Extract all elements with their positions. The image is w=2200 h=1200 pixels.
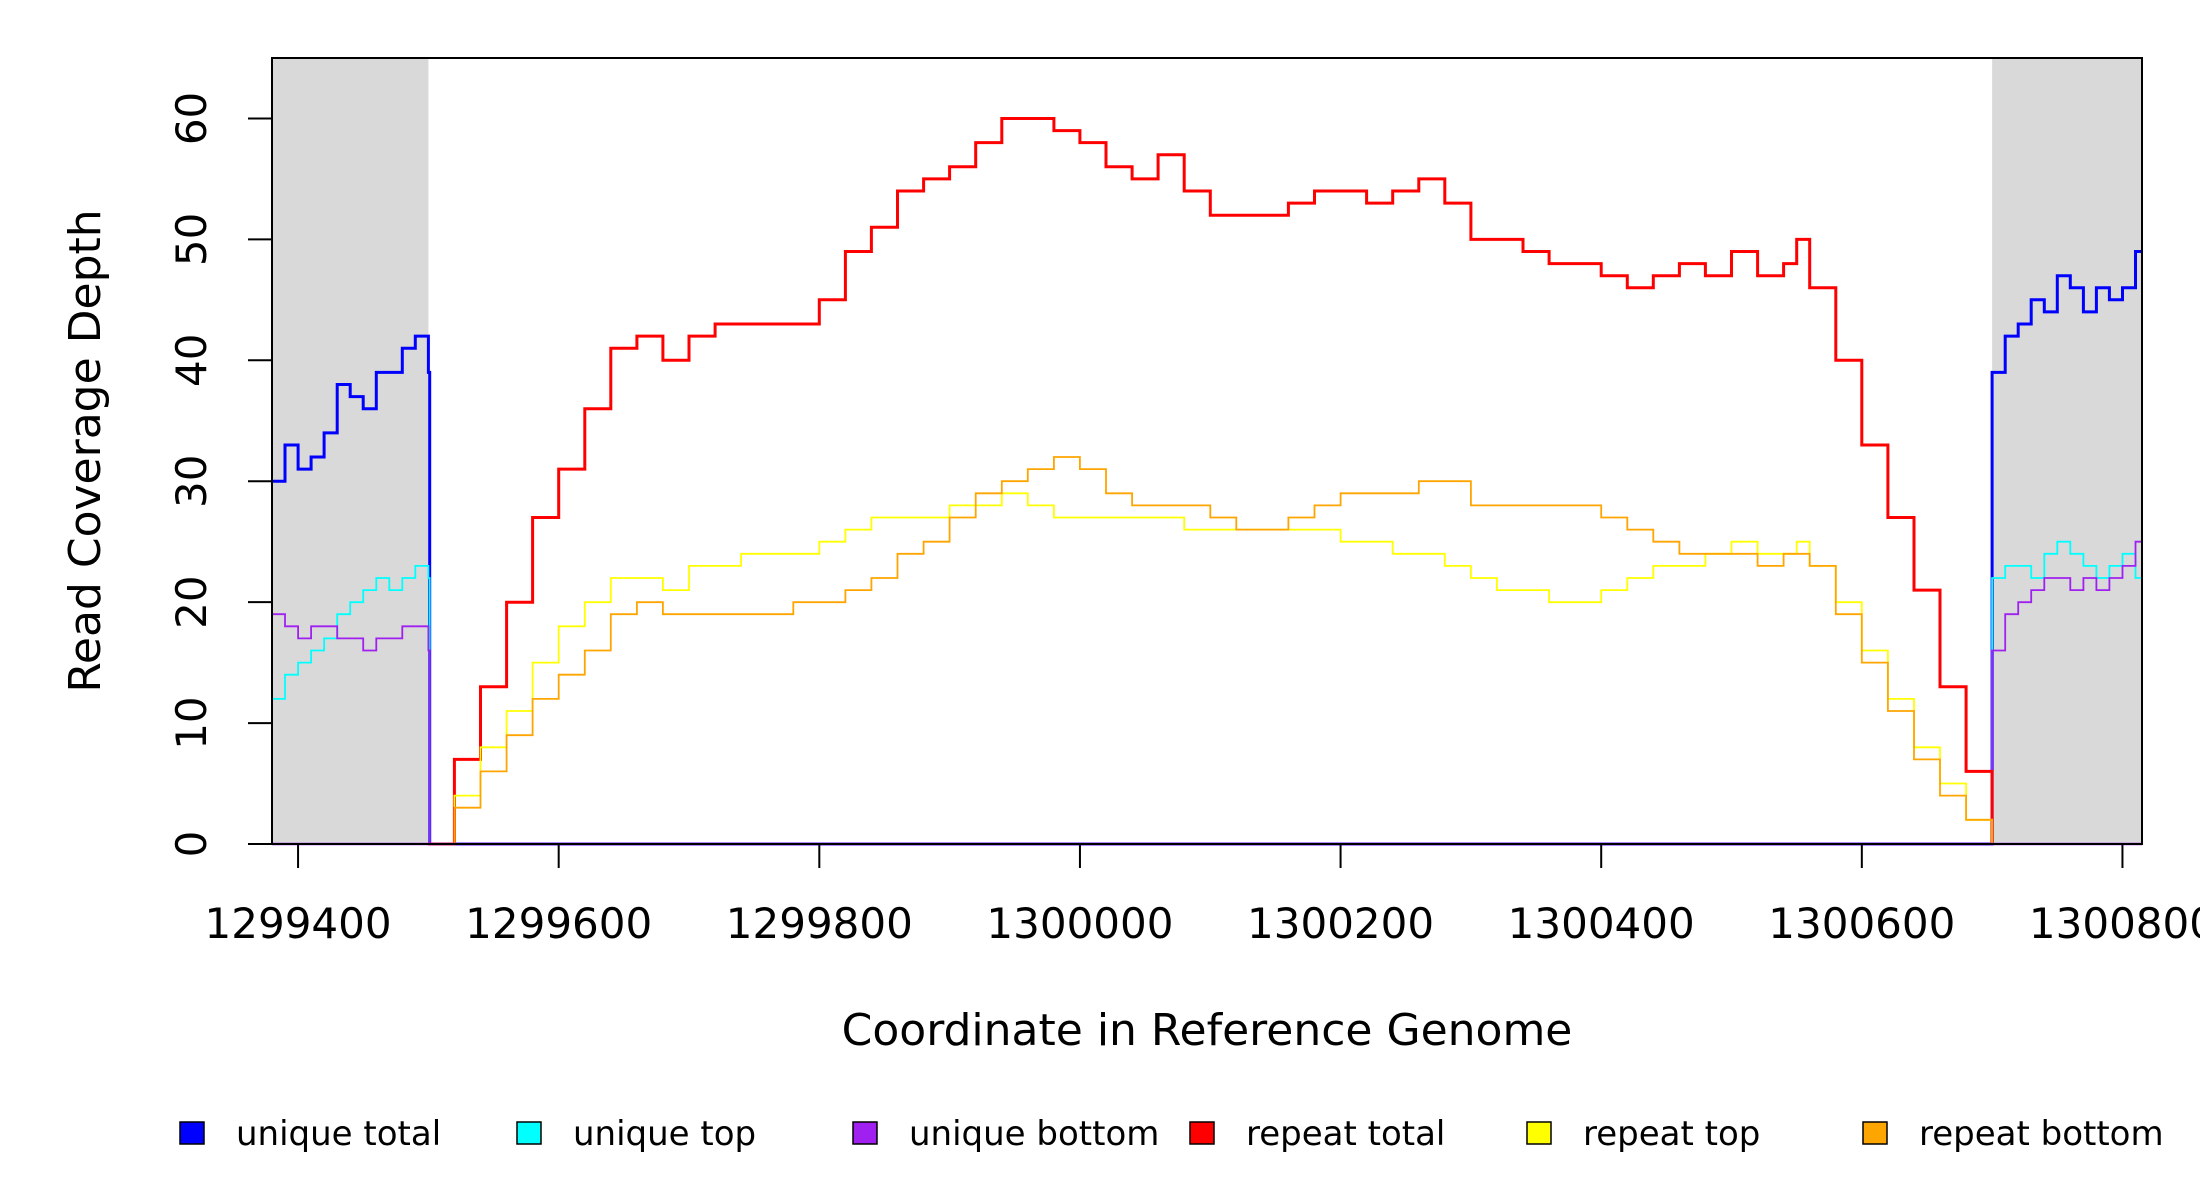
legend-label-unique-bottom: unique bottom bbox=[909, 1114, 1159, 1154]
y-axis-title: Read Coverage Depth bbox=[60, 209, 111, 692]
x-tick-label: 1300800 bbox=[2029, 899, 2200, 948]
y-tick-label: 10 bbox=[167, 696, 216, 749]
shaded-regions bbox=[272, 58, 2142, 844]
series-line-unique-bottom bbox=[272, 540, 2142, 845]
y-axis: 0 10 20 30 40 50 60 bbox=[167, 92, 273, 858]
legend-label-repeat-total: repeat total bbox=[1246, 1114, 1445, 1154]
y-tick-label: 60 bbox=[167, 92, 216, 145]
series-line-repeat-total bbox=[428, 117, 1994, 846]
y-tick-label: 40 bbox=[167, 334, 216, 387]
x-tick-label: 1299600 bbox=[465, 899, 652, 948]
x-tick-label: 1299800 bbox=[726, 899, 913, 948]
x-tick-label: 1300400 bbox=[1508, 899, 1695, 948]
x-tick-label: 1300600 bbox=[1768, 899, 1955, 948]
legend-label-unique-top: unique top bbox=[573, 1114, 756, 1154]
legend-label-repeat-top: repeat top bbox=[1583, 1114, 1760, 1154]
legend-swatch-repeat-top bbox=[1526, 1121, 1552, 1145]
x-tick-label: 1299400 bbox=[205, 899, 392, 948]
series-lines bbox=[272, 117, 2142, 846]
legend-label-unique-total: unique total bbox=[236, 1114, 441, 1154]
plot-frame bbox=[271, 57, 2143, 845]
x-tick-label: 1300000 bbox=[986, 899, 1173, 948]
legend-swatch-repeat-total bbox=[1189, 1121, 1215, 1145]
series-line-unique-total bbox=[272, 250, 2142, 846]
y-tick-label: 20 bbox=[167, 575, 216, 628]
series-line-repeat-bottom bbox=[428, 456, 1993, 845]
y-tick-label: 0 bbox=[167, 831, 216, 858]
shaded-region-1 bbox=[1992, 58, 2142, 844]
y-tick-label: 30 bbox=[167, 455, 216, 508]
legend-swatch-repeat-bottom bbox=[1862, 1121, 1888, 1145]
legend-swatch-unique-total bbox=[179, 1121, 205, 1145]
legend-swatch-unique-top bbox=[516, 1121, 542, 1145]
series-line-repeat-top bbox=[428, 492, 1993, 845]
y-tick-label: 50 bbox=[167, 213, 216, 266]
shaded-region-0 bbox=[272, 58, 429, 844]
legend-label-repeat-bottom: repeat bottom bbox=[1919, 1114, 2164, 1154]
x-tick-label: 1300200 bbox=[1247, 899, 1434, 948]
x-axis-title: Coordinate in Reference Genome bbox=[842, 1005, 1573, 1056]
legend-swatch-unique-bottom bbox=[852, 1121, 878, 1145]
legend: unique total unique top unique bottom repea… bbox=[179, 1114, 2164, 1154]
series-line-unique-top bbox=[272, 540, 2142, 845]
x-axis: 1299400 1299600 1299800 1300000 1300200 13004… bbox=[205, 843, 2200, 948]
